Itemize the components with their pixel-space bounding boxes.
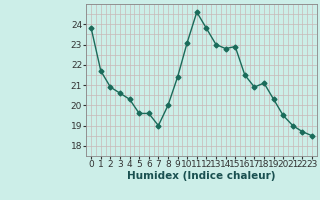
X-axis label: Humidex (Indice chaleur): Humidex (Indice chaleur) — [127, 171, 276, 181]
